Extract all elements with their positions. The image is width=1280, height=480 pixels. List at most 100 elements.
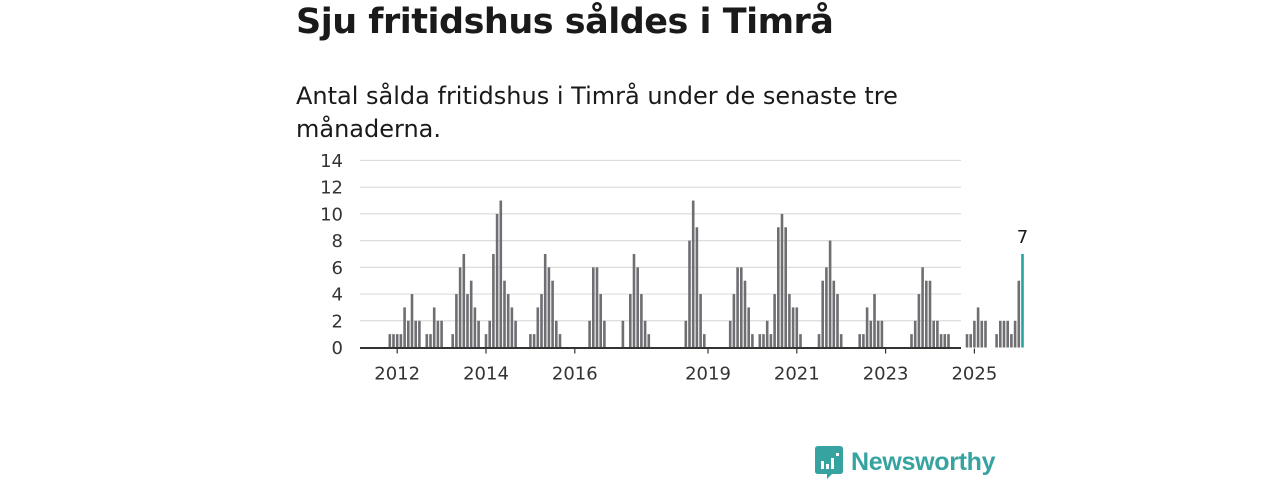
bar bbox=[503, 280, 506, 348]
bar bbox=[728, 320, 732, 348]
bar bbox=[939, 334, 943, 348]
bar bbox=[773, 294, 776, 348]
bar bbox=[643, 320, 647, 348]
y-tick-label: 10 bbox=[320, 204, 343, 225]
bar bbox=[876, 320, 880, 348]
bar bbox=[440, 320, 443, 348]
bar bbox=[932, 320, 935, 348]
bar bbox=[910, 334, 913, 348]
bar bbox=[392, 334, 395, 348]
bar bbox=[965, 334, 969, 348]
bar bbox=[532, 334, 536, 348]
highlight-value-label: 7 bbox=[1017, 227, 1028, 248]
bar bbox=[632, 253, 636, 348]
bar bbox=[407, 320, 410, 348]
bar bbox=[873, 294, 876, 348]
bar bbox=[543, 253, 547, 348]
x-tick-label: 2012 bbox=[374, 364, 420, 385]
bar bbox=[647, 334, 651, 348]
y-tick-label: 0 bbox=[332, 338, 343, 359]
bar bbox=[943, 334, 947, 348]
grid-lines bbox=[360, 159, 961, 322]
bar bbox=[588, 320, 591, 348]
bar bbox=[995, 334, 998, 348]
bar bbox=[799, 334, 802, 348]
bar bbox=[999, 320, 1002, 348]
bar bbox=[947, 334, 950, 348]
bar bbox=[865, 307, 869, 348]
bar bbox=[825, 267, 828, 348]
bar bbox=[1002, 320, 1006, 348]
bar bbox=[917, 294, 921, 348]
y-tick-label: 8 bbox=[332, 231, 343, 252]
bar bbox=[684, 320, 688, 348]
y-tick-label: 4 bbox=[332, 285, 343, 306]
bar bbox=[595, 267, 599, 348]
bar bbox=[762, 334, 765, 348]
bar bbox=[788, 294, 791, 348]
bar bbox=[399, 334, 403, 348]
bar bbox=[484, 334, 488, 348]
x-tick-label: 2016 bbox=[552, 364, 598, 385]
bar bbox=[777, 227, 780, 348]
bar bbox=[1017, 280, 1021, 348]
bar bbox=[540, 294, 543, 348]
bar bbox=[780, 213, 784, 348]
bar bbox=[795, 307, 799, 348]
bar bbox=[699, 294, 702, 348]
bar bbox=[921, 267, 924, 348]
bar bbox=[880, 320, 884, 348]
bar bbox=[603, 320, 606, 348]
bar bbox=[514, 320, 517, 348]
bar bbox=[592, 267, 595, 348]
bar bbox=[477, 320, 480, 348]
bar bbox=[973, 320, 976, 348]
bar bbox=[551, 280, 554, 348]
bar bbox=[462, 253, 466, 348]
bar bbox=[936, 320, 939, 348]
bar bbox=[703, 334, 706, 348]
newsworthy-logo-icon bbox=[815, 446, 843, 479]
bar bbox=[732, 294, 736, 348]
bar bbox=[769, 334, 773, 348]
bar bbox=[499, 200, 503, 348]
y-axis-ticks: 0 2 4 6 8 10 12 14 bbox=[320, 151, 343, 359]
bar bbox=[1006, 320, 1009, 348]
x-tick-label: 2025 bbox=[951, 364, 997, 385]
bar bbox=[555, 320, 558, 348]
bar bbox=[395, 334, 399, 348]
bar bbox=[599, 294, 602, 348]
bar bbox=[765, 320, 769, 348]
bar bbox=[410, 294, 414, 348]
chart-title: Sju fritidshus såldes i Timrå bbox=[296, 2, 834, 42]
bar bbox=[432, 307, 436, 348]
bars bbox=[388, 200, 1024, 348]
bar bbox=[636, 267, 639, 348]
bar bbox=[836, 294, 839, 348]
newsworthy-logo-text: Newsworthy bbox=[851, 448, 996, 476]
bar bbox=[913, 320, 917, 348]
bar bbox=[506, 294, 510, 348]
y-tick-label: 12 bbox=[320, 178, 343, 199]
bar bbox=[688, 240, 691, 348]
bar bbox=[425, 334, 429, 348]
y-tick-label: 14 bbox=[320, 151, 343, 172]
bar bbox=[976, 307, 980, 348]
x-tick-label: 2023 bbox=[863, 364, 909, 385]
x-tick-label: 2019 bbox=[685, 364, 731, 385]
bar bbox=[495, 213, 499, 348]
x-tick-label: 2014 bbox=[463, 364, 509, 385]
bar bbox=[451, 334, 454, 348]
bar bbox=[418, 320, 421, 348]
x-tick-label: 2021 bbox=[774, 364, 820, 385]
bar bbox=[743, 280, 747, 348]
bar bbox=[695, 227, 699, 348]
bar bbox=[403, 307, 406, 348]
bar bbox=[469, 280, 473, 348]
bar bbox=[488, 320, 491, 348]
bar bbox=[740, 267, 743, 348]
bar bbox=[925, 280, 928, 348]
bar bbox=[928, 280, 932, 348]
bar bbox=[984, 320, 987, 348]
bar-highlight bbox=[1021, 253, 1024, 348]
